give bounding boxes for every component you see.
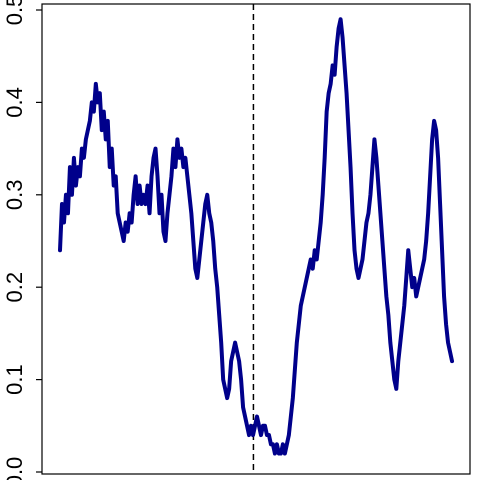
y-tick-label: 0.3 — [2, 180, 27, 211]
y-tick-label: 0.2 — [2, 272, 27, 303]
y-tick-label: 0.1 — [2, 364, 27, 395]
y-tick-label: 0.0 — [2, 457, 27, 480]
y-tick-label: 0.5 — [2, 0, 27, 25]
y-tick-label: 0.4 — [2, 87, 27, 118]
series-line-1 — [58, 17, 455, 456]
y-axis: 0.0 0.1 0.2 0.3 0.4 0.5 — [2, 0, 42, 485]
plot-area — [41, 3, 471, 475]
plot-frame — [41, 3, 471, 475]
